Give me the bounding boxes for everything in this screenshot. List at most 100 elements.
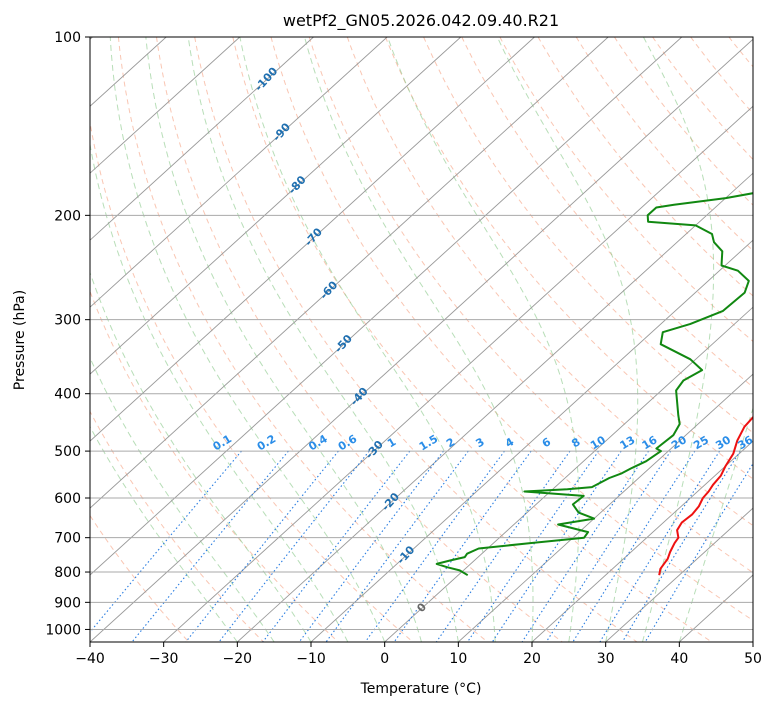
profile-series	[435, 192, 753, 577]
mixing-ratio-label: 3	[474, 435, 487, 450]
moist-adiabat-line	[678, 406, 753, 642]
dewpoint-profile-line	[435, 192, 753, 577]
line-labels: -100-90-80-70-60-50-40-30-20-1000.1 0.2 0.…	[211, 64, 756, 614]
moist-adiabat-line	[90, 271, 312, 642]
dry-adiabat-line	[270, 37, 753, 622]
isotherm-line	[752, 641, 753, 642]
dry-adiabat-line	[156, 37, 563, 642]
mixing-ratio-label: 30	[713, 433, 733, 452]
dry-adiabat-line	[232, 37, 712, 642]
dry-adiabat-line	[613, 37, 753, 206]
isotherm-line	[163, 105, 753, 642]
dry-adiabat-line	[385, 37, 753, 480]
mixing-ratio-line	[545, 450, 672, 642]
isotherm-label: -100	[252, 64, 280, 93]
y-tick-label: 700	[54, 531, 81, 547]
x-tick-label: 40	[670, 651, 688, 667]
dry-adiabat-line	[90, 514, 190, 642]
mixing-ratio-line	[298, 450, 444, 642]
mixing-ratio-label: 2	[444, 435, 457, 450]
mixing-ratio-line	[218, 450, 370, 642]
mixing-ratio-line	[185, 450, 339, 642]
mixing-ratio-line	[621, 450, 741, 642]
mixing-ratio-line	[467, 450, 599, 642]
isotherm-line	[236, 172, 753, 642]
y-axis-title: Pressure (hPa)	[12, 290, 28, 390]
y-tick-label: 300	[54, 313, 81, 329]
dry-adiabat-line	[690, 37, 753, 115]
mixing-ratio-line	[131, 450, 289, 642]
mixing-ratio-label: 0.4	[306, 432, 330, 453]
y-tick-label: 600	[54, 491, 81, 507]
mixing-ratio-line	[491, 450, 622, 642]
moist-adiabat-line	[496, 37, 639, 642]
x-tick-label: −30	[149, 651, 179, 667]
y-tick-label: 900	[54, 595, 81, 611]
isotherm-line	[90, 37, 535, 442]
mixing-ratio-label: 25	[691, 433, 711, 452]
x-tick-label: 30	[597, 651, 615, 667]
x-tick-label: 50	[744, 651, 762, 667]
dry-adiabat-line	[90, 119, 414, 642]
background-lines	[90, 37, 775, 642]
dry-adiabat-line	[575, 37, 753, 252]
moist-adiabat-line	[304, 37, 534, 642]
isotherm-line	[457, 373, 753, 642]
mixing-ratio-line	[572, 450, 696, 642]
y-axis: 100 200 300 400 500 600 700 800 900 1000	[45, 30, 90, 638]
moist-adiabat-line	[90, 425, 238, 642]
y-tick-label: 1000	[45, 622, 81, 638]
moist-adiabat-line	[145, 37, 422, 642]
mixing-ratio-label: 13	[618, 433, 638, 452]
isotherm-line	[90, 37, 241, 174]
dry-adiabat-line	[308, 37, 753, 574]
temperature-profile-line	[658, 415, 753, 576]
x-tick-label: −20	[223, 651, 253, 667]
isotherm-line	[310, 239, 753, 642]
x-tick-label: −40	[75, 651, 105, 667]
x-axis-title: Temperature (°C)	[360, 681, 482, 697]
moist-adiabat-line	[239, 37, 496, 642]
isotherm-line	[90, 37, 683, 576]
x-tick-label: 0	[380, 651, 389, 667]
plot-frame	[89, 36, 754, 643]
mixing-ratio-label: 0.6	[336, 432, 360, 453]
isotherm-line	[605, 507, 753, 642]
mixing-ratio-label: 1.5	[417, 432, 440, 453]
dry-adiabat-line	[767, 37, 775, 642]
mixing-ratio-line	[364, 450, 505, 642]
y-tick-label: 400	[54, 387, 81, 403]
dry-adiabat-line	[117, 37, 488, 642]
moist-adiabat-line	[187, 37, 459, 642]
dry-adiabat-line	[652, 37, 753, 161]
x-tick-label: 20	[523, 651, 541, 667]
dry-adiabat-line	[537, 37, 753, 297]
isotherm-line	[384, 306, 753, 642]
dry-adiabat-line	[728, 37, 753, 68]
isotherm-line	[90, 37, 462, 375]
moist-adiabat-line	[642, 37, 715, 642]
mixing-ratio-label: 10	[588, 433, 608, 452]
pressure-grid	[90, 37, 753, 630]
mixing-ratio-label: 4	[503, 435, 517, 450]
mixing-ratio-line	[521, 450, 650, 642]
dry-adiabat-line	[346, 37, 753, 527]
dry-adiabat-line	[423, 37, 753, 434]
chart-title: wetPf2_GN05.2026.042.09.40.R21	[283, 11, 559, 31]
x-tick-label: 10	[449, 651, 467, 667]
mixing-ratio-line	[262, 450, 411, 642]
isotherm-line	[678, 574, 753, 642]
moist-adiabat-line	[90, 141, 349, 642]
dry-adiabat-line	[499, 37, 753, 343]
x-tick-label: −10	[296, 651, 326, 667]
mixing-ratio-line	[644, 462, 753, 642]
mixing-ratio-label: 6	[540, 435, 554, 450]
mixing-ratio-label: 0.1	[211, 432, 234, 453]
y-tick-label: 800	[54, 565, 81, 581]
y-tick-label: 500	[54, 444, 81, 460]
isotherm-line	[90, 37, 314, 241]
mixing-ratio-label: 1	[385, 435, 398, 450]
dry-adiabat-line	[90, 410, 264, 642]
isotherm-line	[531, 440, 753, 642]
